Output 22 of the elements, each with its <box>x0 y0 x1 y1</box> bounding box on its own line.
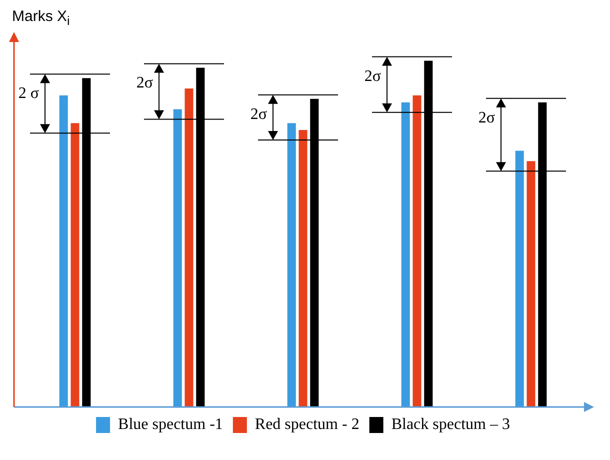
bar <box>526 161 536 407</box>
bar <box>310 98 319 407</box>
bar <box>59 95 68 407</box>
bar <box>184 88 194 407</box>
bar <box>173 109 182 407</box>
legend-label: Black spectum – 3 <box>391 416 510 434</box>
bar <box>538 102 547 407</box>
bar <box>401 102 410 407</box>
bar <box>412 95 422 407</box>
annotation: 2 σ <box>18 85 40 102</box>
annotation: 2σ <box>478 109 496 126</box>
bar <box>82 78 91 407</box>
annotation: 2σ <box>136 74 154 92</box>
bar <box>287 123 296 407</box>
legend-label: Blue spectum -1 <box>118 416 223 434</box>
bar <box>298 130 308 407</box>
annotation: 2σ <box>250 106 268 123</box>
annotation: 2σ <box>364 68 382 85</box>
y-axis-title: Marks X$_{i}$ <box>12 8 71 28</box>
legend-label: Red spectum - 2 <box>254 416 360 434</box>
bar <box>70 123 80 407</box>
bar <box>515 150 524 407</box>
